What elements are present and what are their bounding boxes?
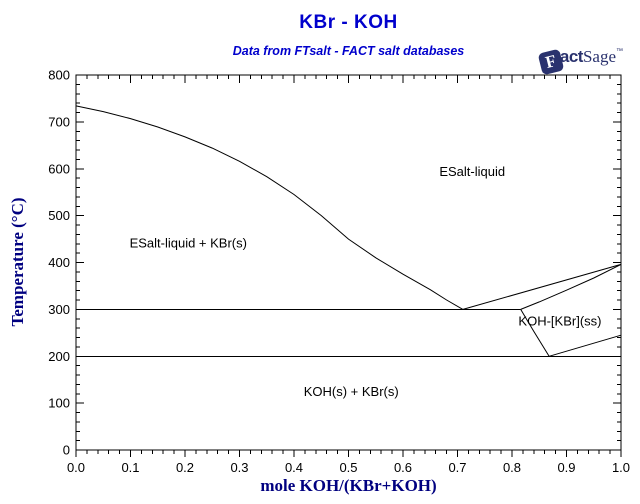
y-tick-label: 500: [48, 208, 70, 223]
x-tick-label: 0.0: [67, 460, 85, 475]
x-tick-label: 0.9: [557, 460, 575, 475]
phase-boundary-liquidus-KOH: [462, 263, 622, 310]
chart-title: KBr - KOH: [299, 12, 398, 33]
x-tick-label: 0.7: [448, 460, 466, 475]
logo-act-text: act: [559, 47, 584, 66]
x-tick-label: 0.1: [121, 460, 139, 475]
phase-boundary-solvus-left: [520, 309, 550, 357]
x-tick-label: 0.8: [503, 460, 521, 475]
phase-boundary-solidus-KOH-ss: [520, 263, 622, 310]
x-tick-label: 0.4: [285, 460, 303, 475]
region-label: KOH(s) + KBr(s): [304, 384, 399, 399]
chart-subtitle: Data from FTsalt - FACT salt databases: [232, 44, 465, 58]
x-tick-label: 1.0: [612, 460, 630, 475]
logo-trademark: ™: [616, 48, 623, 55]
phase-boundary-liquidus-KBr: [75, 105, 464, 310]
region-label: KOH-[KBr](ss): [518, 314, 601, 329]
y-tick-label: 300: [48, 302, 70, 317]
region-label: ESalt-liquid: [439, 164, 505, 179]
x-tick-label: 0.3: [230, 460, 248, 475]
y-tick-label: 200: [48, 349, 70, 364]
y-tick-label: 800: [48, 68, 70, 83]
x-axis-title: mole KOH/(KBr+KOH): [260, 476, 437, 495]
x-tick-label: 0.2: [176, 460, 194, 475]
y-tick-label: 100: [48, 396, 70, 411]
phase-boundary-solvus-lower: [548, 334, 622, 357]
y-tick-label: 400: [48, 255, 70, 270]
y-tick-label: 700: [48, 114, 70, 129]
logo-sage-text: Sage: [582, 47, 616, 66]
x-tick-label: 0.6: [394, 460, 412, 475]
region-label: ESalt-liquid + KBr(s): [130, 235, 247, 250]
y-tick-label: 0: [63, 443, 70, 458]
x-tick-label: 0.5: [339, 460, 357, 475]
y-tick-label: 600: [48, 161, 70, 176]
